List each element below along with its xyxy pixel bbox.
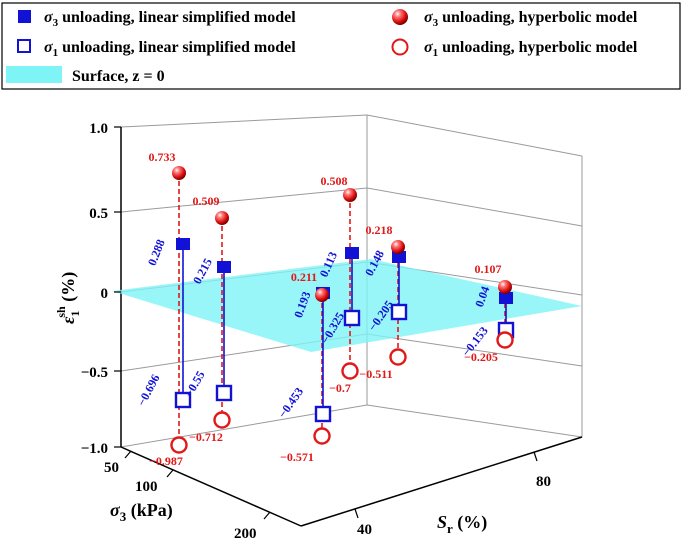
s1-hyperbolic-marker — [496, 331, 514, 349]
gridline-right-z05 — [366, 187, 583, 227]
z-tick-label: −1.0 — [81, 441, 108, 457]
s1-linear-marker — [174, 391, 192, 409]
y-tick-label: 80 — [536, 474, 551, 490]
s1-hyperbolic-label: −0.511 — [359, 367, 392, 381]
x-tick-label: 50 — [104, 460, 119, 476]
s3-hyperbolic-label: 0.733 — [149, 150, 176, 164]
z-axis-title: ε1sh (%) — [54, 272, 82, 324]
box-edge-top-right — [366, 114, 583, 157]
front-axes — [120, 127, 583, 527]
legend-label-s3-linear: σ3 unloading, linear simplified model — [44, 9, 296, 29]
s3-linear-marker — [176, 238, 190, 250]
s1-linear-marker — [314, 405, 332, 423]
plot-box — [120, 114, 583, 448]
z-tick-label: 1.0 — [89, 121, 108, 137]
legend-marker-s1-linear — [17, 39, 31, 53]
y-tick-label: 40 — [357, 522, 372, 538]
x-tick-mark — [166, 469, 174, 478]
s1-hyperbolic-marker — [313, 427, 331, 445]
s3-linear-label: 0.04 — [472, 284, 492, 309]
s3-hyperbolic-label: 0.508 — [321, 174, 348, 188]
s1-hyperbolic-marker — [341, 362, 359, 380]
legend-marker-s1-hyperbolic — [391, 38, 409, 56]
legend-label-surface: Surface, z = 0 — [72, 68, 165, 85]
data-marks: 0.2880.733−0.696−0.9870.2150.509−0.55−0.… — [134, 150, 515, 468]
x-tick-label: 200 — [234, 526, 257, 542]
s3-hyperbolic-marker — [172, 166, 186, 180]
legend-label-s3-hyperbolic: σ3 unloading, hyperbolic model — [424, 9, 638, 29]
legend: σ3 unloading, linear simplified model σ3… — [1, 2, 681, 90]
s3-linear-marker — [392, 251, 406, 263]
z-tick-label: 0.5 — [89, 206, 108, 222]
y-axis-line — [300, 436, 583, 527]
s1-linear-marker — [215, 384, 233, 402]
s3-hyperbolic-marker — [343, 188, 357, 202]
s3-hyperbolic-marker — [315, 288, 329, 302]
s1-hyperbolic-label: −0.7 — [329, 381, 351, 395]
legend-label-s1-hyperbolic: σ1 unloading, hyperbolic model — [424, 39, 638, 59]
s1-hyperbolic-marker — [213, 411, 231, 429]
s3-linear-marker — [345, 247, 359, 259]
s1-hyperbolic-label: −0.205 — [464, 350, 498, 364]
s3-hyperbolic-label: 0.218 — [366, 223, 393, 237]
box-edge-top-back — [120, 114, 368, 128]
x-ticks: 50 100 200 — [104, 450, 271, 542]
s1-hyperbolic-marker — [389, 348, 407, 366]
s1-linear-label: −0.55 — [182, 368, 208, 399]
legend-marker-surface — [6, 66, 62, 83]
x-axis-line — [120, 446, 302, 527]
s1-linear-marker — [390, 303, 408, 321]
z-ticks: 1.0 0.5 0 −0.5 −1.0 — [81, 121, 121, 457]
legend-marker-s3-hyperbolic — [392, 9, 408, 25]
s3-hyperbolic-label: 0.211 — [291, 270, 317, 284]
s1-hyperbolic-label: −0.712 — [189, 430, 223, 444]
s3-hyperbolic-label: 0.509 — [193, 194, 220, 208]
surface-z0 — [112, 259, 582, 352]
s1-hyperbolic-label: −0.987 — [149, 454, 183, 468]
s3-linear-label: 0.288 — [145, 237, 168, 267]
y-tick-mark — [533, 451, 538, 462]
x-tick-mark — [263, 511, 271, 520]
x-axis-title: σ3 (kPa) — [110, 500, 173, 524]
x-tick-mark — [124, 450, 132, 459]
box-edge-floor-right — [366, 404, 583, 438]
s3-linear-marker — [499, 292, 513, 304]
s3-linear-marker — [217, 261, 231, 273]
gridline-back-z05 — [120, 187, 368, 213]
s3-hyperbolic-marker — [215, 211, 229, 225]
s1-hyperbolic-label: −0.571 — [280, 450, 314, 464]
legend-marker-s3-linear — [18, 10, 31, 23]
legend-box — [1, 2, 681, 90]
s3-hyperbolic-marker — [391, 240, 405, 254]
gridline-right-zm05 — [366, 333, 583, 367]
s1-linear-marker — [343, 309, 361, 327]
s1-linear-label: −0.453 — [275, 385, 306, 421]
y-tick-mark — [354, 508, 359, 519]
s3-hyperbolic-label: 0.107 — [475, 262, 502, 276]
legend-label-s1-linear: σ1 unloading, linear simplified model — [44, 39, 296, 59]
s1-hyperbolic-marker — [170, 436, 188, 454]
z-tick-label: 0 — [101, 286, 109, 302]
s3-hyperbolic-marker — [498, 280, 512, 294]
y-axis-title: Sr (%) — [437, 512, 487, 536]
z-tick-label: −0.5 — [81, 365, 108, 381]
y-ticks: 40 80 — [354, 451, 551, 538]
s1-linear-label: −0.696 — [134, 372, 162, 408]
x-tick-label: 100 — [135, 479, 158, 495]
